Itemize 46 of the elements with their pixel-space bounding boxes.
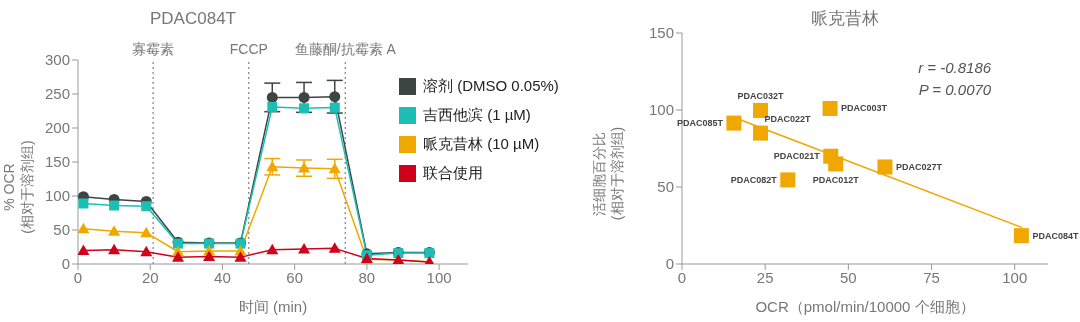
y-tick-label: 0 — [665, 255, 674, 273]
x-tick-label: 80 — [358, 268, 376, 286]
y-tick-label: 0 — [61, 255, 70, 273]
y-tick-label: 200 — [44, 119, 70, 137]
x-tick-label: 50 — [840, 268, 857, 286]
y-axis-title: 活细胞百分比 (相对于溶剂组) — [591, 126, 625, 221]
annotation: P = 0.0070 — [918, 81, 992, 98]
annotation: r = -0.8186 — [918, 59, 992, 76]
annotation: PDAC012T — [812, 174, 860, 185]
x-tick-label: 60 — [286, 268, 304, 286]
y-tick-label: 100 — [648, 101, 674, 119]
x-axis-title: OCR（pmol/min/10000 个细胞） — [755, 298, 975, 315]
legend-label: 哌克昔林 (10 µM) — [423, 135, 540, 154]
x-tick-label: 75 — [923, 268, 940, 286]
legend-label: 联合使用 — [423, 164, 483, 183]
annotation: PDAC084T — [1032, 230, 1079, 241]
x-tick-label: 0 — [677, 268, 687, 286]
y-tick-label: 250 — [44, 85, 70, 103]
annotation: PDAC085T — [676, 118, 724, 129]
x-tick-label: 20 — [141, 268, 159, 286]
y-axis-title: % OCR (相对于溶剂组) — [1, 140, 35, 234]
y-tick-label: 50 — [53, 221, 70, 239]
x-tick-label: 0 — [73, 268, 83, 286]
ref-line-label: 寡霉素 — [132, 41, 175, 57]
x-tick-label: 25 — [756, 268, 774, 286]
annotation: PDAC003T — [841, 103, 888, 114]
y-tick-label: 100 — [44, 187, 70, 205]
ref-line-label: 鱼藤酮/抗霉素 A — [294, 41, 397, 57]
annotation: PDAC032T — [737, 91, 785, 102]
annotation: PDAC022T — [764, 114, 812, 125]
y-tick-label: 50 — [657, 178, 674, 196]
y-tick-label: 150 — [44, 153, 70, 171]
annotation: PDAC082T — [730, 174, 778, 185]
legend-label: 吉西他滨 (1 µM) — [423, 106, 531, 125]
y-tick-label: 150 — [648, 24, 674, 42]
ref-line-label: FCCP — [229, 41, 268, 57]
annotation: PDAC027T — [895, 161, 943, 172]
x-tick-label: 100 — [426, 268, 452, 286]
x-tick-label: 100 — [1002, 268, 1028, 286]
x-axis-title: 时间 (min) — [238, 298, 308, 315]
annotation: PDAC021T — [773, 151, 821, 162]
chart-title: PDAC084T — [150, 9, 236, 28]
legend-label: 溶剂 (DMSO 0.05%) — [423, 77, 559, 96]
chart-title: 哌克昔林 — [811, 9, 879, 28]
x-tick-label: 40 — [214, 268, 231, 286]
y-tick-label: 300 — [44, 51, 70, 69]
